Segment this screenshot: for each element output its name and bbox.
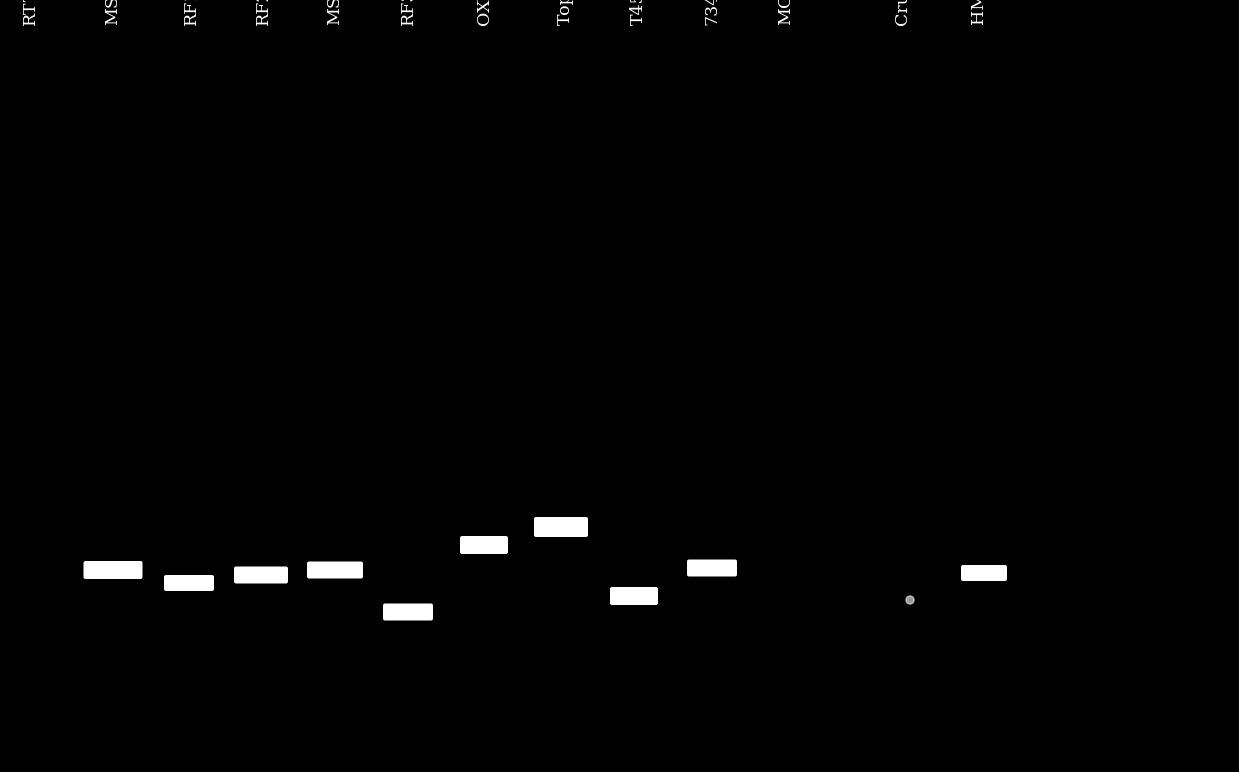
Text: MON88302: MON88302 — [778, 0, 794, 25]
FancyBboxPatch shape — [961, 565, 1007, 581]
FancyBboxPatch shape — [460, 536, 508, 554]
Text: OXY235: OXY235 — [477, 0, 493, 25]
FancyBboxPatch shape — [686, 560, 737, 577]
Text: CruA: CruA — [893, 0, 911, 25]
Circle shape — [906, 596, 914, 604]
Text: 73496: 73496 — [704, 0, 721, 25]
FancyBboxPatch shape — [83, 561, 142, 579]
Text: MS8: MS8 — [327, 0, 343, 25]
FancyBboxPatch shape — [610, 587, 658, 605]
Text: MS1: MS1 — [104, 0, 121, 25]
Text: T45: T45 — [629, 0, 647, 25]
FancyBboxPatch shape — [234, 567, 287, 584]
FancyBboxPatch shape — [164, 575, 214, 591]
Text: HMG I/Y: HMG I/Y — [971, 0, 989, 25]
Text: RF1: RF1 — [182, 0, 199, 25]
FancyBboxPatch shape — [534, 517, 589, 537]
Text: RT73: RT73 — [21, 0, 38, 25]
FancyBboxPatch shape — [383, 604, 432, 621]
Text: Topas 19/2: Topas 19/2 — [556, 0, 574, 25]
Text: RF3: RF3 — [399, 0, 416, 25]
FancyBboxPatch shape — [307, 561, 363, 578]
Text: RF2: RF2 — [254, 0, 271, 25]
